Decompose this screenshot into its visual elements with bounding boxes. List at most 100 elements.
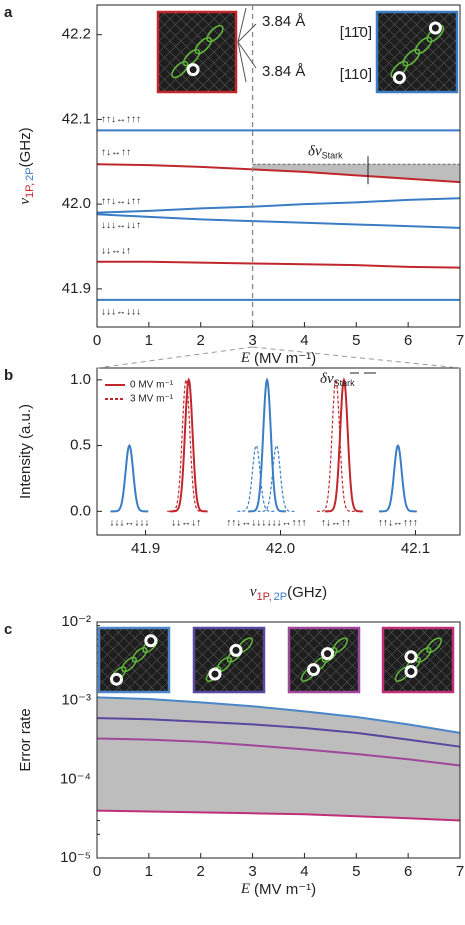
orbital	[402, 48, 421, 67]
lattice-line	[158, 39, 211, 92]
annotation: [11̄0]	[340, 24, 372, 41]
unit: (MV m⁻¹)	[254, 881, 316, 898]
x-tick-label: 4	[300, 332, 308, 349]
lattice-line	[289, 645, 336, 692]
lattice-line	[15, 628, 79, 692]
inset-border	[156, 10, 238, 94]
lattice-line	[425, 60, 457, 92]
lattice-line	[194, 628, 208, 642]
inset-lattice	[4, 628, 169, 692]
ion	[321, 647, 334, 661]
lattice-line	[99, 628, 102, 631]
annotation: [110]	[340, 66, 372, 83]
line	[96, 213, 461, 229]
ion	[307, 663, 320, 677]
stark-shift-shade	[252, 164, 460, 183]
inset-lattice	[289, 628, 359, 692]
annotation-arrow	[237, 41, 257, 69]
inset-border	[381, 626, 455, 694]
ion	[144, 634, 158, 648]
symbol: δν	[308, 144, 322, 160]
lattice-line	[75, 12, 155, 92]
y-tick-label: 42.0	[62, 195, 91, 212]
lattice-line	[113, 628, 169, 684]
lattice-line	[217, 73, 236, 92]
stark-label: δνStark	[320, 371, 355, 388]
lattice-line	[397, 628, 453, 684]
lattice-line	[53, 12, 133, 92]
y-tick-label: 42.2	[62, 26, 91, 43]
lattice-line	[383, 678, 397, 692]
x-tick-label: 1	[145, 863, 153, 880]
lattice-line	[26, 628, 90, 692]
x-tick-label: 6	[404, 863, 412, 880]
inset-border	[287, 626, 361, 694]
peak	[110, 444, 149, 513]
state-label: ↑↑↓↔↓↑↑	[101, 196, 141, 207]
lattice-line	[9, 12, 89, 92]
symbol: ν	[250, 584, 257, 600]
lattice-line	[289, 628, 303, 642]
subscript: 2P	[274, 591, 287, 603]
x-axis-label: E (MV m⁻¹)	[240, 881, 316, 898]
zoom-connector	[252, 346, 461, 369]
inset-border	[375, 10, 459, 94]
state-label: ↓↓↔↓↑	[171, 518, 201, 529]
x-tick-label: 6	[404, 332, 412, 349]
zoom-connector	[96, 346, 253, 369]
lattice-line	[208, 628, 264, 684]
legend-label: 3 MV m⁻¹	[130, 394, 174, 405]
lattice-line	[99, 628, 113, 642]
inset-border	[192, 626, 266, 694]
ion	[404, 665, 418, 679]
lattice-line	[15, 628, 79, 692]
x-tick-label: 4	[300, 863, 308, 880]
line	[96, 717, 461, 748]
y-tick-label: 10⁻⁵	[60, 849, 91, 866]
lattice-line	[9, 12, 89, 92]
lattice-line	[194, 678, 208, 692]
y-tick-label: 0.5	[70, 437, 91, 454]
lattice-line	[219, 628, 264, 673]
lattice-line	[414, 12, 457, 55]
lattice-line	[158, 12, 167, 21]
lattice-line	[4, 628, 68, 692]
subscript: 1P,	[257, 591, 272, 603]
lattice-line	[53, 12, 133, 92]
peak	[257, 444, 296, 512]
symbol: E	[240, 350, 250, 366]
lattice-line	[289, 678, 303, 692]
lattice-line	[241, 628, 264, 651]
symbol: δν	[320, 371, 334, 387]
inset-bg	[383, 628, 453, 692]
lattice-line	[99, 634, 157, 692]
lattice-line	[436, 12, 457, 33]
lattice-line	[194, 645, 241, 692]
y-tick-label: 10⁻⁴	[60, 770, 91, 787]
x-tick-label: 0	[93, 332, 101, 349]
ion	[404, 650, 418, 664]
peak	[237, 444, 276, 512]
lattice-line	[20, 12, 100, 92]
lattice-line	[377, 28, 441, 92]
symbol: E	[240, 881, 250, 897]
orbital	[426, 637, 442, 654]
lattice-line	[158, 83, 167, 92]
ion	[208, 667, 222, 681]
x-tick-label: 1	[145, 332, 153, 349]
lattice-line	[289, 634, 347, 692]
shaded-range	[97, 697, 460, 821]
ion	[392, 71, 406, 85]
lattice-line	[289, 628, 314, 653]
subscript: 2P	[24, 167, 36, 180]
lattice-line	[42, 12, 122, 92]
inset-lattice	[9, 12, 236, 92]
annotation-arrow	[237, 41, 247, 83]
annotation-arrow	[237, 7, 247, 43]
lattice-line	[383, 628, 397, 642]
line	[96, 737, 461, 767]
lattice-line	[241, 669, 264, 692]
lattice-line	[99, 628, 124, 653]
annotation-arrow	[237, 23, 257, 43]
